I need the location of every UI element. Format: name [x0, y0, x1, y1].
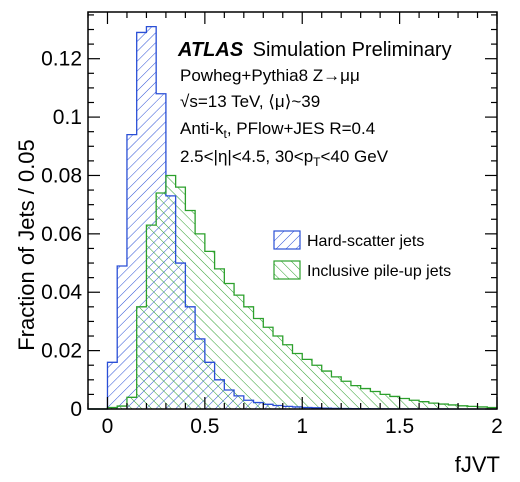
y-tick-label: 0.1: [53, 106, 82, 129]
y-tick-label: 0.02: [41, 340, 82, 363]
x-axis-title: fJVT: [455, 452, 500, 477]
bar-pile-up-35: [429, 403, 439, 409]
legend-item-pile-up: Inclusive pile-up jets: [274, 261, 451, 280]
annotation-kinematic-range: 2.5<|η|<4.5, 30<pT<40 GeV: [180, 147, 389, 169]
bar-hard-scatter-3: [117, 266, 127, 409]
bar-hard-scatter-2: [107, 362, 117, 409]
annotation-jet-algorithm-rest: , PFlow+JES R=0.4: [227, 119, 375, 138]
bar-pile-up-17: [254, 319, 264, 409]
bar-pile-up-30: [380, 394, 390, 409]
y-tick-label: 0.06: [41, 223, 82, 246]
bar-pile-up-7: [156, 193, 166, 409]
bar-pile-up-15: [234, 295, 244, 409]
y-tick-label: 0: [70, 398, 82, 421]
bar-pile-up-32: [400, 398, 410, 409]
x-tick-label: 2: [491, 415, 503, 438]
bar-pile-up-20: [283, 345, 293, 409]
bar-pile-up-29: [370, 391, 380, 409]
bar-pile-up-6: [146, 225, 156, 409]
annotation-kinematic-main: 2.5<|η|<4.5, 30<p: [180, 147, 313, 166]
atlas-status-text: Simulation Preliminary: [253, 39, 452, 61]
bar-pile-up-11: [195, 234, 205, 409]
annotation-jet-algorithm-main: Anti-k: [180, 119, 224, 138]
y-tick-label: 0.04: [41, 281, 82, 304]
bar-pile-up-10: [185, 211, 195, 410]
bar-pile-up-28: [361, 389, 371, 409]
bar-pile-up-26: [341, 381, 351, 409]
atlas-label: ATLAS Simulation Preliminary: [177, 39, 452, 61]
legend-item-hard-scatter: Hard-scatter jets: [274, 231, 424, 250]
bar-pile-up-27: [351, 386, 361, 409]
bar-pile-up-8: [166, 175, 176, 409]
bar-pile-up-34: [419, 402, 429, 409]
annotation-jet-algorithm: Anti-kt, PFlow+JES R=0.4: [180, 119, 375, 141]
legend-swatch-pile-up: [274, 261, 300, 279]
bar-pile-up-23: [312, 365, 322, 409]
bar-pile-up-19: [273, 336, 283, 409]
bar-pile-up-12: [205, 251, 215, 409]
bar-pile-up-21: [293, 354, 303, 409]
y-tick-label: 0.12: [41, 48, 82, 71]
annotation-kinematic-rest: <40 GeV: [321, 147, 389, 166]
series-pile-up: [107, 175, 497, 409]
legend-label-pile-up: Inclusive pile-up jets: [307, 263, 451, 280]
bar-pile-up-18: [263, 327, 273, 409]
bar-hard-scatter-4: [127, 135, 137, 409]
bar-pile-up-16: [244, 307, 254, 409]
bar-pile-up-5: [137, 307, 147, 409]
x-tick-label: 0: [102, 415, 114, 438]
legend-label-hard-scatter: Hard-scatter jets: [307, 233, 424, 250]
x-tick-label: 1.5: [385, 415, 414, 438]
bar-pile-up-22: [302, 359, 312, 409]
annotation-energy: √s=13 TeV, ⟨μ⟩~39: [180, 92, 320, 111]
x-tick-label: 0.5: [190, 415, 219, 438]
bar-pile-up-24: [322, 371, 332, 409]
bar-pile-up-13: [215, 269, 225, 409]
y-axis-title: Fraction of Jets / 0.05: [14, 139, 39, 351]
bar-pile-up-4: [127, 397, 137, 409]
bar-pile-up-33: [409, 400, 419, 409]
y-tick-label: 0.08: [41, 164, 82, 187]
bar-pile-up-9: [176, 187, 186, 409]
legend-swatch-hard-scatter: [274, 231, 300, 249]
x-tick-label: 1: [296, 415, 308, 438]
bar-pile-up-31: [390, 396, 400, 409]
bar-pile-up-25: [331, 377, 341, 409]
annotation-generator: Powheg+Pythia8 Z→μμ: [180, 66, 360, 85]
legend: Hard-scatter jets Inclusive pile-up jets: [274, 231, 451, 280]
atlas-logo-text: ATLAS: [177, 39, 244, 61]
